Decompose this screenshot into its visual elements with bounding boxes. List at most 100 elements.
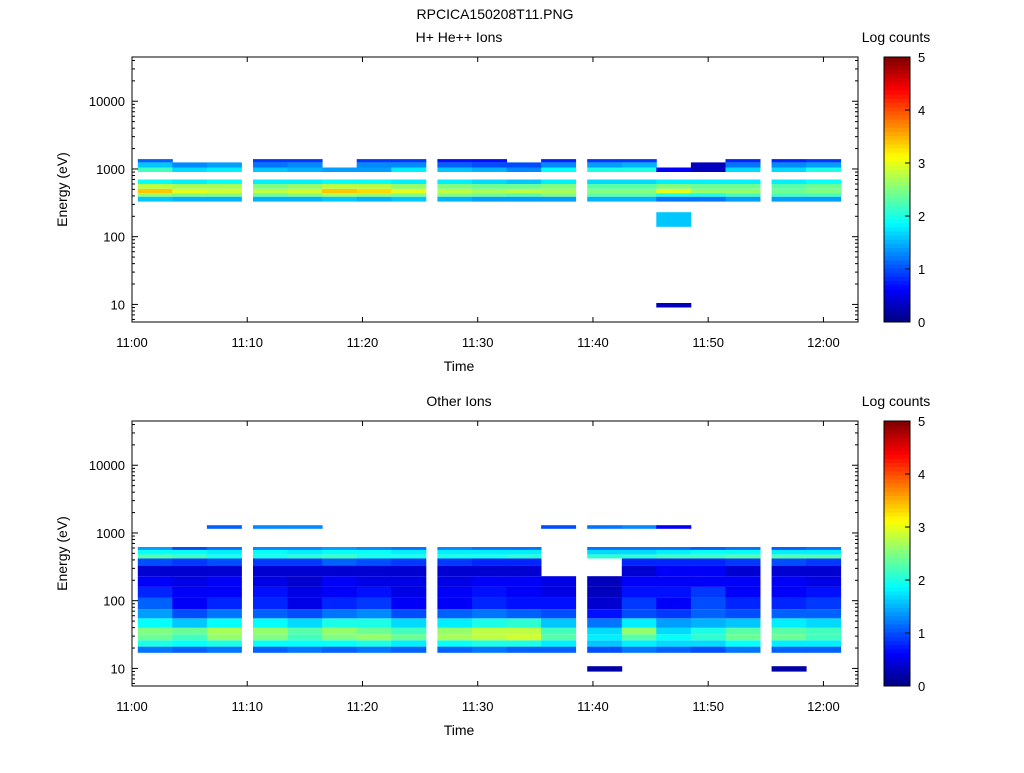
heatmap-cell xyxy=(172,188,208,194)
heatmap-cell xyxy=(771,547,807,550)
heatmap-cell xyxy=(356,167,392,172)
heatmap-cell xyxy=(172,627,208,635)
heatmap-cell xyxy=(771,167,807,172)
heatmap-cell xyxy=(656,184,692,189)
heatmap-cell xyxy=(690,597,726,610)
heatmap-cell xyxy=(806,167,842,172)
heatmap-cell xyxy=(690,184,726,189)
heatmap-cell xyxy=(356,634,392,641)
heatmap-cell xyxy=(506,554,542,559)
colorbar-swatch xyxy=(884,168,910,174)
colorbar-swatch xyxy=(884,135,910,141)
colorbar-swatch xyxy=(884,561,910,567)
heatmap-cell xyxy=(725,646,761,653)
colorbar-swatch xyxy=(884,652,910,658)
y-tick-label: 1000 xyxy=(96,526,125,541)
heatmap-cell xyxy=(322,196,358,202)
colorbar-swatch xyxy=(884,644,910,650)
heatmap-cell xyxy=(806,159,842,163)
heatmap-cell xyxy=(587,196,623,202)
heatmap-cell xyxy=(356,597,392,610)
x-tick-label: 12:00 xyxy=(807,335,840,350)
heatmap-cell xyxy=(771,184,807,189)
colorbar-swatch xyxy=(884,632,910,637)
heatmap-cell xyxy=(472,196,507,202)
colorbar-swatch xyxy=(884,313,910,319)
heatmap-cell xyxy=(322,184,358,189)
heatmap-cell xyxy=(472,550,507,555)
colorbar-swatch xyxy=(884,657,910,662)
heatmap-cell xyxy=(472,618,507,628)
heatmap-cell xyxy=(725,576,761,587)
heatmap-cell xyxy=(322,640,358,647)
heatmap-cell xyxy=(437,640,473,647)
colorbar-swatch xyxy=(884,607,910,612)
colorbar-swatch xyxy=(884,243,910,248)
heatmap-cell xyxy=(506,167,542,172)
heatmap-cell xyxy=(690,558,726,566)
heatmap-cell xyxy=(437,554,473,559)
heatmap-cell xyxy=(690,196,726,202)
heatmap-cell xyxy=(391,558,427,566)
heatmap-cell xyxy=(621,618,657,628)
heatmap-cell xyxy=(206,525,242,529)
figure-title: RPCICA150208T11.PNG xyxy=(417,6,574,22)
heatmap-cell xyxy=(587,597,623,610)
heatmap-cell xyxy=(253,179,288,184)
heatmap-cell xyxy=(690,554,726,559)
heatmap-cell xyxy=(137,550,173,555)
heatmap-cell xyxy=(621,576,657,587)
colorbar-swatch xyxy=(884,578,910,583)
heatmap-cell xyxy=(356,646,392,653)
colorbar-swatch xyxy=(884,264,910,269)
colorbar-swatch xyxy=(884,102,910,108)
heatmap-cell xyxy=(472,558,507,566)
colorbar-swatch xyxy=(884,636,910,641)
colorbar-swatch xyxy=(884,661,910,666)
colorbar-swatch xyxy=(884,557,910,563)
heatmap-cell xyxy=(587,627,623,635)
heatmap-cell xyxy=(690,550,726,555)
heatmap-cell xyxy=(656,212,692,227)
heatmap-cell xyxy=(391,162,427,168)
y-tick-label: 10000 xyxy=(89,94,125,109)
colorbar-swatch xyxy=(884,143,910,149)
colorbar-swatch xyxy=(884,189,910,195)
x-tick-label: 11:50 xyxy=(692,699,724,714)
colorbar-swatch xyxy=(884,185,910,190)
y-tick-label: 10 xyxy=(111,661,125,676)
heatmap-cell xyxy=(656,609,692,619)
heatmap-cell xyxy=(541,196,577,202)
heatmap-cell xyxy=(206,167,242,172)
heatmap-cell xyxy=(621,188,657,194)
heatmap-cell xyxy=(725,193,761,197)
colorbar-swatch xyxy=(884,297,910,302)
heatmap-cell xyxy=(356,196,392,202)
heatmap-cell xyxy=(806,179,842,184)
heatmap-cell xyxy=(656,167,692,172)
heatmap-cell xyxy=(287,576,323,587)
heatmap-cell xyxy=(172,554,208,559)
heatmap-cell xyxy=(137,646,173,653)
heatmap-cell xyxy=(506,586,542,598)
y-tick-label: 100 xyxy=(103,594,125,609)
heatmap-cell xyxy=(253,167,288,172)
heatmap-cell xyxy=(391,640,427,647)
colorbar-swatch xyxy=(884,222,910,228)
x-axis-label: Time xyxy=(444,722,475,738)
colorbar-swatch xyxy=(884,425,910,430)
heatmap-cell xyxy=(356,576,392,587)
x-axis-label: Time xyxy=(444,358,475,374)
heatmap-cell xyxy=(771,196,807,202)
heatmap-cell xyxy=(621,597,657,610)
colorbar-swatch xyxy=(884,603,910,608)
colorbar-swatch xyxy=(884,85,910,91)
heatmap-cell xyxy=(725,609,761,619)
heatmap-cell xyxy=(771,159,807,163)
heatmap-cell xyxy=(172,618,208,628)
heatmap-cell xyxy=(621,184,657,189)
heatmap-cell xyxy=(806,184,842,189)
x-tick-label: 11:30 xyxy=(462,335,494,350)
heatmap-cell xyxy=(725,558,761,566)
heatmap-cell xyxy=(253,547,288,550)
